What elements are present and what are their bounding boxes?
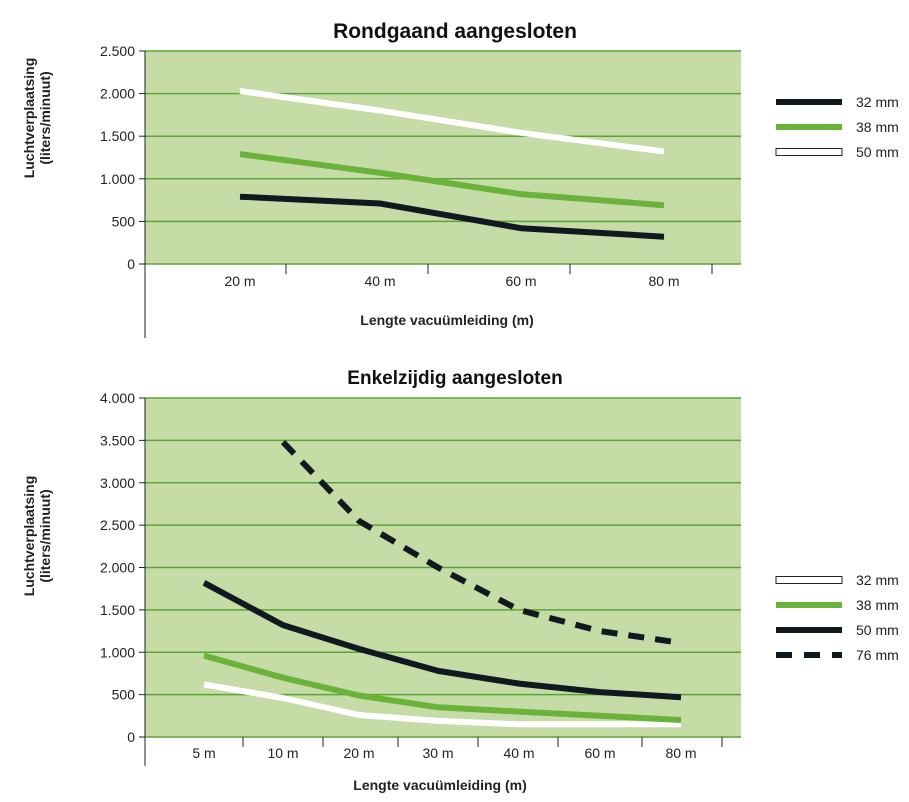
x-tick-label: 20 m <box>224 273 255 289</box>
data-point <box>281 696 285 700</box>
legend-label: 38 mm <box>856 119 899 135</box>
data-point <box>357 519 361 523</box>
y-tick-label: 0 <box>127 729 135 745</box>
chart-title: Enkelzijdig aangesloten <box>347 368 562 389</box>
y-axis-label-unit: (liters/minuut) <box>37 71 53 164</box>
y-tick-label: 3.000 <box>100 475 135 491</box>
y-tick-label: 1.500 <box>100 128 135 144</box>
data-point <box>281 623 285 627</box>
y-tick-label: 1.000 <box>100 171 135 187</box>
data-point <box>436 566 440 570</box>
plot-area <box>145 51 741 264</box>
legend-label: 50 mm <box>856 144 899 160</box>
data-point <box>598 714 602 718</box>
data-point <box>357 647 361 651</box>
legend-swatch <box>775 148 843 156</box>
y-tick-label: 2.500 <box>100 517 135 533</box>
data-point <box>202 654 206 658</box>
x-tick-label: 60 m <box>505 273 536 289</box>
y-tick-label: 3.500 <box>100 432 135 448</box>
y-tick-label: 500 <box>112 687 136 703</box>
data-point <box>662 150 666 154</box>
x-axis-label: Lengte vacuümleiding (m) <box>360 312 533 328</box>
data-point <box>436 705 440 709</box>
legend-label: 32 mm <box>856 94 899 110</box>
series-line <box>203 652 682 723</box>
data-point <box>281 440 285 444</box>
legend-label: 38 mm <box>856 597 899 613</box>
chart-title: Rondgaand aangesloten <box>333 20 577 43</box>
data-point <box>238 152 242 156</box>
y-tick-label: 2.500 <box>100 43 135 59</box>
series-line <box>280 440 682 646</box>
y-tick-label: 4.000 <box>100 390 135 406</box>
x-tick-label: 10 m <box>267 745 298 761</box>
data-point <box>679 641 683 645</box>
data-point <box>517 710 521 714</box>
legend-label: 50 mm <box>856 622 899 638</box>
y-tick-label: 1.500 <box>100 602 135 618</box>
data-point <box>519 192 523 196</box>
x-axis-label: Lengte vacuümleiding (m) <box>353 777 526 793</box>
x-tick-label: 30 m <box>422 745 453 761</box>
data-point <box>436 719 440 723</box>
series-line <box>203 681 681 728</box>
data-point <box>519 131 523 135</box>
data-point <box>598 722 602 726</box>
data-point <box>662 203 666 207</box>
data-point <box>378 202 382 206</box>
data-point <box>679 695 683 699</box>
x-tick-label: 40 m <box>364 273 395 289</box>
y-axis-label-unit: (liters/minuut) <box>37 489 53 582</box>
data-point <box>238 89 242 93</box>
series-line <box>202 580 682 701</box>
data-point <box>202 581 206 585</box>
x-tick-label: 40 m <box>503 745 534 761</box>
data-point <box>281 676 285 680</box>
x-tick-label: 60 m <box>584 745 615 761</box>
legend-label: 76 mm <box>856 647 899 663</box>
data-point <box>378 171 382 175</box>
data-point <box>517 608 521 612</box>
data-point <box>357 713 361 717</box>
y-tick-label: 1.000 <box>100 644 135 660</box>
data-point <box>202 682 206 686</box>
data-point <box>517 722 521 726</box>
data-point <box>679 718 683 722</box>
y-tick-label: 2.000 <box>100 560 135 576</box>
y-tick-label: 0 <box>127 256 135 272</box>
series-line <box>239 193 665 240</box>
data-point <box>436 669 440 673</box>
series-line <box>239 151 665 209</box>
data-point <box>519 226 523 230</box>
data-point <box>238 195 242 199</box>
data-point <box>378 109 382 113</box>
y-axis-label: Luchtverplaatsing <box>21 58 37 179</box>
legend-swatch <box>775 576 843 584</box>
data-point <box>517 682 521 686</box>
y-tick-label: 2.000 <box>100 86 135 102</box>
x-tick-label: 20 m <box>343 745 374 761</box>
y-tick-label: 500 <box>112 213 136 229</box>
x-tick-label: 5 m <box>192 745 215 761</box>
data-point <box>598 690 602 694</box>
chart-rondgaand: Rondgaand aangesloten Luchtverplaatsing … <box>21 20 899 338</box>
data-point <box>357 693 361 697</box>
series-line <box>239 88 665 155</box>
data-point <box>662 235 666 239</box>
chart-enkelzijdig: Enkelzijdig aangesloten Luchtverplaatsin… <box>21 368 899 793</box>
legend-label: 32 mm <box>856 572 899 588</box>
y-axis-label: Luchtverplaatsing <box>21 476 37 597</box>
x-tick-label: 80 m <box>665 745 696 761</box>
data-point <box>598 629 602 633</box>
x-tick-label: 80 m <box>648 273 679 289</box>
